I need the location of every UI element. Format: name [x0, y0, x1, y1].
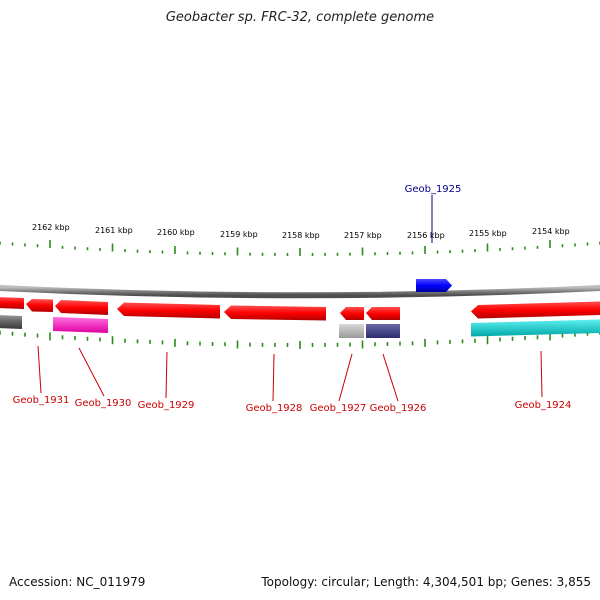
gene-label-geob-1931[interactable]: Geob_1931 — [13, 395, 70, 406]
genome-backbone — [0, 284, 600, 299]
category-bar-lightgrey — [339, 324, 364, 338]
scale-labels: 2162 kbp 2161 kbp 2160 kbp 2159 kbp 2158… — [32, 223, 570, 240]
callout-geob-1930 — [78, 347, 105, 397]
genome-title: Geobacter sp. FRC-32, complete genome — [165, 10, 435, 25]
gene-geob-1927[interactable] — [340, 307, 364, 320]
tick-label: 2160 kbp — [157, 228, 195, 237]
category-bar-navy — [366, 324, 400, 338]
category-bar-cyan — [471, 319, 600, 337]
callout-geob-1929 — [165, 351, 168, 399]
gene-geob-1930[interactable] — [55, 300, 108, 315]
tick-label: 2161 kbp — [95, 226, 133, 235]
gene-label-geob-1930[interactable]: Geob_1930 — [75, 398, 132, 409]
gene-label-geob-1926[interactable]: Geob_1926 — [370, 403, 427, 414]
category-bar-magenta — [53, 317, 108, 333]
gene-geob-1924[interactable] — [471, 301, 600, 319]
tick-label: 2154 kbp — [532, 227, 570, 236]
accession-text: Accession: NC_011979 — [9, 575, 146, 589]
callout-geob-1927 — [338, 353, 353, 402]
gene-geob-1928[interactable] — [224, 305, 326, 321]
tick-label: 2159 kbp — [220, 230, 258, 239]
gene-label-geob-1927[interactable]: Geob_1927 — [310, 403, 367, 414]
gene-geob-1925[interactable] — [416, 279, 452, 292]
gene-geob-1926[interactable] — [366, 307, 400, 320]
gene-geob-1932-partial[interactable] — [0, 297, 24, 309]
gene-geob-1931[interactable] — [26, 299, 53, 312]
genome-summary-text: Topology: circular; Length: 4,304,501 bp… — [261, 575, 591, 589]
tick-label: 2158 kbp — [282, 231, 320, 240]
gene-label-geob-1924[interactable]: Geob_1924 — [515, 400, 572, 411]
tick-label: 2157 kbp — [344, 231, 382, 240]
category-bar-grey — [0, 315, 22, 329]
callout-geob-1928 — [272, 353, 275, 402]
gene-label-geob-1925[interactable]: Geob_1925 — [405, 184, 462, 195]
tick-label: 2162 kbp — [32, 223, 70, 232]
gene-geob-1929[interactable] — [117, 302, 220, 319]
callout-geob-1931 — [37, 345, 42, 394]
callout-geob-1924 — [540, 350, 543, 398]
gene-label-geob-1928[interactable]: Geob_1928 — [246, 403, 303, 414]
tick-label: 2155 kbp — [469, 229, 507, 238]
gene-label-geob-1929[interactable]: Geob_1929 — [138, 400, 195, 411]
outer-tick-track — [0, 240, 600, 256]
tick-label: 2156 kbp — [407, 231, 445, 240]
callout-geob-1926 — [382, 353, 399, 402]
